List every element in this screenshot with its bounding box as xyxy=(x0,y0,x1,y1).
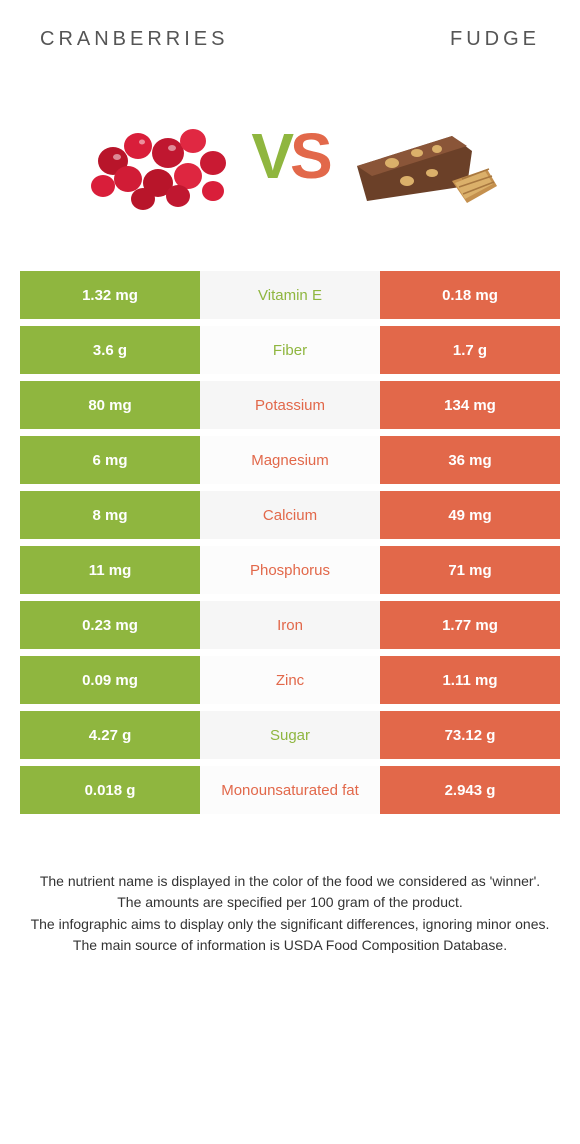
fudge-image xyxy=(337,91,507,221)
left-value: 0.09 mg xyxy=(20,656,200,711)
title-left: CRANBERRIES xyxy=(40,28,228,51)
table-row: 8 mgCalcium49 mg xyxy=(20,491,560,546)
table-row: 4.27 gSugar73.12 g xyxy=(20,711,560,766)
left-value: 80 mg xyxy=(20,381,200,436)
nutrient-label: Vitamin E xyxy=(200,271,380,326)
comparison-table: 1.32 mgVitamin E0.18 mg3.6 gFiber1.7 g80… xyxy=(20,271,560,821)
nutrient-label: Zinc xyxy=(200,656,380,711)
footnote-line: The amounts are specified per 100 gram o… xyxy=(30,892,550,912)
nutrient-label: Phosphorus xyxy=(200,546,380,601)
left-value: 11 mg xyxy=(20,546,200,601)
vs-v: V xyxy=(251,119,290,193)
footnote-line: The nutrient name is displayed in the co… xyxy=(30,871,550,891)
table-row: 0.09 mgZinc1.11 mg xyxy=(20,656,560,711)
right-value: 2.943 g xyxy=(380,766,560,821)
right-value: 1.7 g xyxy=(380,326,560,381)
right-value: 1.11 mg xyxy=(380,656,560,711)
right-value: 49 mg xyxy=(380,491,560,546)
table-row: 80 mgPotassium134 mg xyxy=(20,381,560,436)
vs-label: VS xyxy=(251,119,328,193)
right-value: 0.18 mg xyxy=(380,271,560,326)
vs-s: S xyxy=(290,119,329,193)
header-row: CRANBERRIES FUDGE xyxy=(20,18,560,81)
table-row: 0.018 gMonounsaturated fat2.943 g xyxy=(20,766,560,821)
footnotes: The nutrient name is displayed in the co… xyxy=(20,821,560,955)
nutrient-label: Monounsaturated fat xyxy=(200,766,380,821)
table-row: 0.23 mgIron1.77 mg xyxy=(20,601,560,656)
nutrient-label: Potassium xyxy=(200,381,380,436)
nutrient-label: Magnesium xyxy=(200,436,380,491)
left-value: 0.018 g xyxy=(20,766,200,821)
title-right: FUDGE xyxy=(450,28,540,51)
left-value: 0.23 mg xyxy=(20,601,200,656)
nutrient-label: Fiber xyxy=(200,326,380,381)
left-value: 1.32 mg xyxy=(20,271,200,326)
footnote-line: The infographic aims to display only the… xyxy=(30,914,550,934)
left-value: 6 mg xyxy=(20,436,200,491)
left-value: 3.6 g xyxy=(20,326,200,381)
footnote-line: The main source of information is USDA F… xyxy=(30,935,550,955)
left-value: 4.27 g xyxy=(20,711,200,766)
nutrient-label: Calcium xyxy=(200,491,380,546)
table-row: 3.6 gFiber1.7 g xyxy=(20,326,560,381)
right-value: 73.12 g xyxy=(380,711,560,766)
right-value: 71 mg xyxy=(380,546,560,601)
table-row: 1.32 mgVitamin E0.18 mg xyxy=(20,271,560,326)
image-row: VS xyxy=(20,81,560,271)
table-row: 6 mgMagnesium36 mg xyxy=(20,436,560,491)
right-value: 36 mg xyxy=(380,436,560,491)
cranberries-image xyxy=(73,91,243,221)
table-row: 11 mgPhosphorus71 mg xyxy=(20,546,560,601)
left-value: 8 mg xyxy=(20,491,200,546)
right-value: 1.77 mg xyxy=(380,601,560,656)
nutrient-label: Iron xyxy=(200,601,380,656)
right-value: 134 mg xyxy=(380,381,560,436)
nutrient-label: Sugar xyxy=(200,711,380,766)
